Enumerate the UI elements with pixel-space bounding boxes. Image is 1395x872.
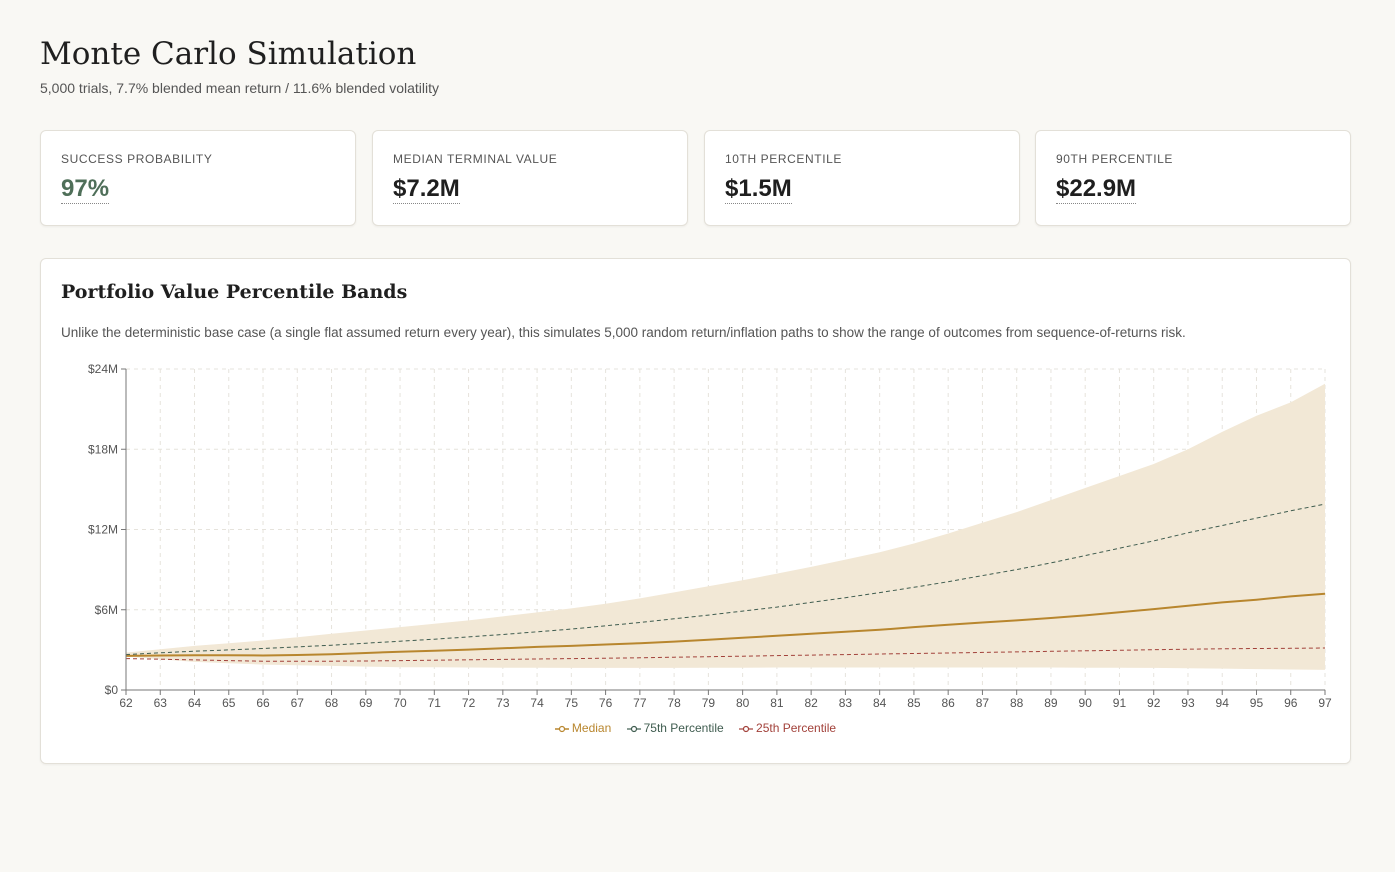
chart-legend: Median 75th Percentile 25th Percentile (41, 721, 1350, 735)
success-probability-card: SUCCESS PROBABILITY 97% (40, 130, 356, 226)
x-tick-label: 94 (1216, 696, 1230, 710)
median-legend-icon (554, 725, 569, 732)
x-tick-label: 80 (736, 696, 750, 710)
x-tick-label: 97 (1318, 696, 1332, 710)
x-tick-label: 76 (599, 696, 613, 710)
x-tick-label: 69 (359, 696, 373, 710)
y-tick-label: $6M (95, 603, 118, 617)
x-tick-label: 91 (1113, 696, 1127, 710)
page-title: Monte Carlo Simulation (40, 36, 417, 72)
x-tick-label: 86 (941, 696, 955, 710)
x-tick-label: 90 (1079, 696, 1093, 710)
median-terminal-value[interactable]: $7.2M (393, 175, 460, 204)
legend-item-75th-percentile[interactable]: 75th Percentile (626, 721, 724, 735)
x-tick-label: 64 (188, 696, 202, 710)
y-tick-label: $0 (105, 683, 119, 697)
median-terminal-value-card: MEDIAN TERMINAL VALUE $7.2M (372, 130, 688, 226)
x-tick-label: 95 (1250, 696, 1264, 710)
success-probability-value[interactable]: 97% (61, 175, 110, 204)
percentile-band-10-90 (126, 383, 1325, 670)
x-tick-label: 96 (1284, 696, 1298, 710)
x-tick-label: 89 (1044, 696, 1058, 710)
page-subtitle: 5,000 trials, 7.7% blended mean return /… (40, 80, 439, 96)
legend-item-median[interactable]: Median (554, 721, 612, 735)
p25-line (125, 647, 1326, 662)
chart-title: Portfolio Value Percentile Bands (61, 281, 408, 303)
y-tick-label: $12M (88, 523, 118, 537)
card-label: SUCCESS PROBABILITY (61, 152, 213, 166)
x-tick-label: 88 (1010, 696, 1024, 710)
x-tick-label: 70 (393, 696, 407, 710)
x-tick-label: 68 (325, 696, 339, 710)
ninetieth-percentile-value[interactable]: $22.9M (1056, 175, 1137, 204)
x-tick-label: 83 (839, 696, 853, 710)
x-tick-label: 75 (565, 696, 579, 710)
x-tick-label: 87 (976, 696, 990, 710)
p75-legend-icon (626, 725, 641, 732)
x-tick-label: 93 (1181, 696, 1195, 710)
summary-cards: SUCCESS PROBABILITY 97% MEDIAN TERMINAL … (40, 130, 1351, 226)
x-tick-label: 77 (633, 696, 647, 710)
median-line (125, 592, 1326, 657)
x-tick-label: 74 (530, 696, 544, 710)
tenth-percentile-value[interactable]: $1.5M (725, 175, 792, 204)
x-tick-label: 63 (154, 696, 168, 710)
legend-label: 75th Percentile (643, 721, 724, 735)
x-tick-label: 71 (428, 696, 442, 710)
x-tick-label: 84 (873, 696, 887, 710)
tenth-percentile-card: 10TH PERCENTILE $1.5M (704, 130, 1020, 226)
x-tick-label: 81 (770, 696, 784, 710)
legend-item-25th-percentile[interactable]: 25th Percentile (739, 721, 836, 735)
x-tick-label: 85 (907, 696, 921, 710)
x-tick-label: 82 (804, 696, 818, 710)
card-label: 10TH PERCENTILE (725, 152, 843, 166)
x-tick-label: 72 (462, 696, 476, 710)
percentile-chart-card: Portfolio Value Percentile Bands Unlike … (40, 258, 1351, 764)
x-tick-label: 73 (496, 696, 510, 710)
x-tick-label: 65 (222, 696, 236, 710)
x-tick-label: 78 (667, 696, 681, 710)
x-tick-label: 92 (1147, 696, 1161, 710)
x-tick-label: 67 (291, 696, 305, 710)
legend-label: 25th Percentile (756, 721, 837, 735)
percentile-bands-chart: $0 $6M $12M $18M $24M 62 63 64 65 66 67 68 69 70 71 72 7… (88, 362, 1332, 710)
p25-legend-icon (739, 725, 754, 732)
ninetieth-percentile-card: 90TH PERCENTILE $22.9M (1035, 130, 1351, 226)
x-tick-label: 79 (702, 696, 716, 710)
card-label: MEDIAN TERMINAL VALUE (393, 152, 558, 166)
x-tick-label: 66 (256, 696, 270, 710)
y-tick-label: $18M (88, 442, 118, 456)
y-tick-label: $24M (88, 362, 118, 376)
card-label: 90TH PERCENTILE (1056, 152, 1174, 166)
x-tick-label: 62 (119, 696, 133, 710)
legend-label: Median (571, 721, 612, 735)
chart-description: Unlike the deterministic base case (a si… (61, 325, 1186, 340)
